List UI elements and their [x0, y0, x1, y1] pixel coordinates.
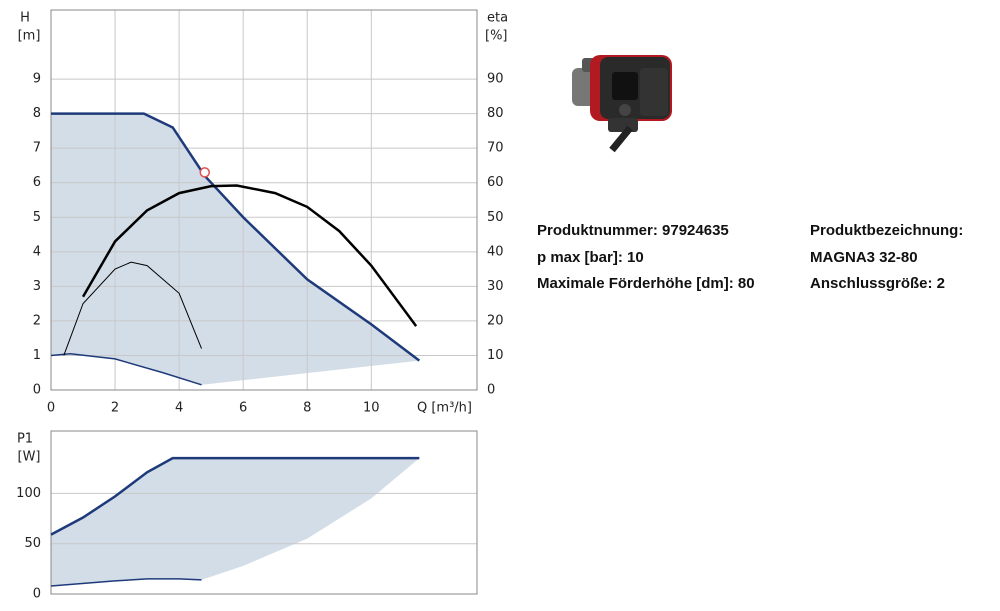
pump-image [572, 55, 672, 153]
info-line: Maximale Förderhöhe [dm]: 80 [537, 275, 755, 292]
y-axis-unit: [m] [18, 29, 41, 44]
y-tick-label: 9 [33, 72, 41, 87]
y2-tick-label: 10 [487, 348, 504, 363]
y-tick-label: 3 [33, 279, 41, 294]
x-tick-label: 8 [303, 401, 311, 416]
y2-tick-label: 0 [487, 383, 495, 398]
curve [50, 456, 420, 536]
info-line: Anschlussgröße: 2 [810, 275, 946, 292]
operating-range [51, 113, 420, 385]
y-tick-label: 1 [33, 348, 41, 363]
info-line: Produktbezeichnung: [810, 222, 964, 239]
y-axis-label: P1 [17, 432, 33, 447]
info-line: Produktnummer: 97924635 [537, 222, 729, 239]
y2-tick-label: 60 [487, 175, 504, 190]
y-tick-label: 5 [33, 210, 41, 225]
y-tick-label: 0 [33, 383, 41, 398]
y2-tick-label: 80 [487, 106, 504, 121]
y2-axis-label: eta [487, 11, 508, 26]
y2-axis-unit: [%] [485, 29, 508, 44]
info-line: p max [bar]: 10 [537, 248, 644, 266]
x-tick-label: 0 [47, 401, 55, 416]
y2-tick-label: 50 [487, 210, 504, 225]
curve [63, 261, 203, 356]
operating-point [199, 167, 210, 178]
x-tick-label: 4 [175, 401, 183, 416]
y-tick-label: 8 [33, 106, 41, 121]
info-line: MAGNA3 32-80 [810, 248, 918, 266]
y2-tick-label: 40 [487, 244, 504, 259]
curve [51, 112, 421, 362]
y-tick-label: 6 [33, 175, 41, 190]
product-info-left: Produktnummer: 97924635 p max [bar]: 10 … [537, 218, 797, 298]
y-tick-label: 100 [16, 486, 41, 501]
y-tick-label: 50 [24, 536, 41, 551]
plot-frame [50, 9, 478, 391]
plot-frame [50, 430, 478, 595]
y-tick-label: 7 [33, 141, 41, 156]
x-tick-label: 6 [239, 401, 247, 416]
y-tick-label: 2 [33, 313, 41, 328]
y-tick-label: 0 [33, 587, 41, 602]
product-info-right: Produktbezeichnung: MAGNA3 32-80 Anschlu… [810, 218, 1000, 298]
x-axis-label: Q [m³/h] [417, 401, 472, 416]
y2-tick-label: 70 [487, 141, 504, 156]
y-axis-unit: [W] [18, 450, 41, 465]
x-tick-label: 10 [363, 401, 380, 416]
y2-tick-label: 90 [487, 72, 504, 87]
x-tick-label: 2 [111, 401, 119, 416]
curve [81, 184, 418, 327]
y-axis-label: H [20, 11, 30, 26]
operating-range [51, 458, 420, 586]
y2-tick-label: 20 [487, 313, 504, 328]
y2-tick-label: 30 [487, 279, 504, 294]
y-tick-label: 4 [33, 244, 41, 259]
curve [50, 578, 202, 587]
